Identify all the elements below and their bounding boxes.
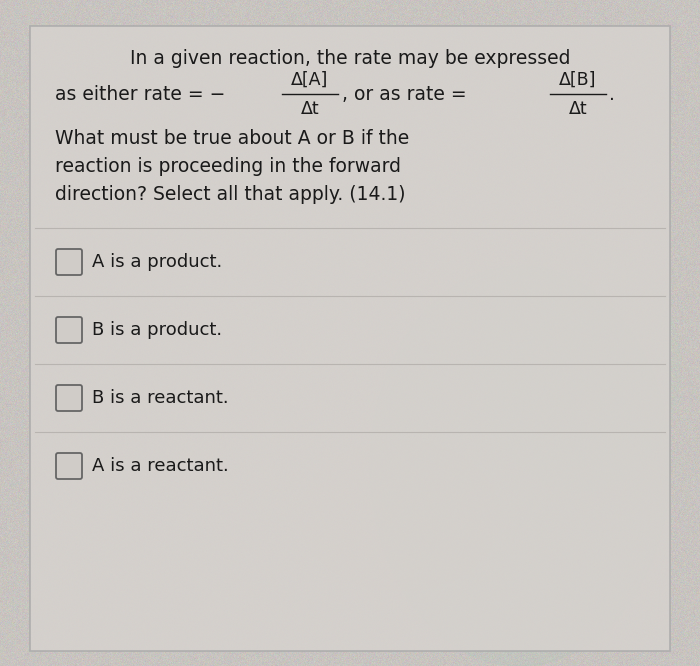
Text: B is a reactant.: B is a reactant. (92, 389, 229, 407)
Text: A is a reactant.: A is a reactant. (92, 457, 229, 475)
Text: Δt: Δt (301, 100, 319, 118)
Text: What must be true about A or B if the: What must be true about A or B if the (55, 129, 410, 147)
Ellipse shape (370, 266, 670, 666)
Text: direction? Select all that apply. (14.1): direction? Select all that apply. (14.1) (55, 184, 405, 204)
Text: reaction is proceeding in the forward: reaction is proceeding in the forward (55, 157, 401, 176)
Text: Δ[A]: Δ[A] (291, 71, 329, 89)
Ellipse shape (480, 241, 680, 491)
Text: A is a product.: A is a product. (92, 253, 223, 271)
FancyBboxPatch shape (56, 317, 82, 343)
FancyBboxPatch shape (56, 385, 82, 411)
FancyBboxPatch shape (56, 249, 82, 275)
FancyBboxPatch shape (56, 453, 82, 479)
Text: B is a product.: B is a product. (92, 321, 222, 339)
Text: Δt: Δt (568, 100, 587, 118)
Text: as either rate = −: as either rate = − (55, 85, 232, 103)
Text: In a given reaction, the rate may be expressed: In a given reaction, the rate may be exp… (130, 49, 570, 67)
Text: .: . (609, 85, 615, 103)
Ellipse shape (300, 441, 500, 591)
Text: , or as rate =: , or as rate = (342, 85, 467, 103)
FancyBboxPatch shape (30, 26, 670, 651)
Text: Δ[B]: Δ[B] (559, 71, 596, 89)
